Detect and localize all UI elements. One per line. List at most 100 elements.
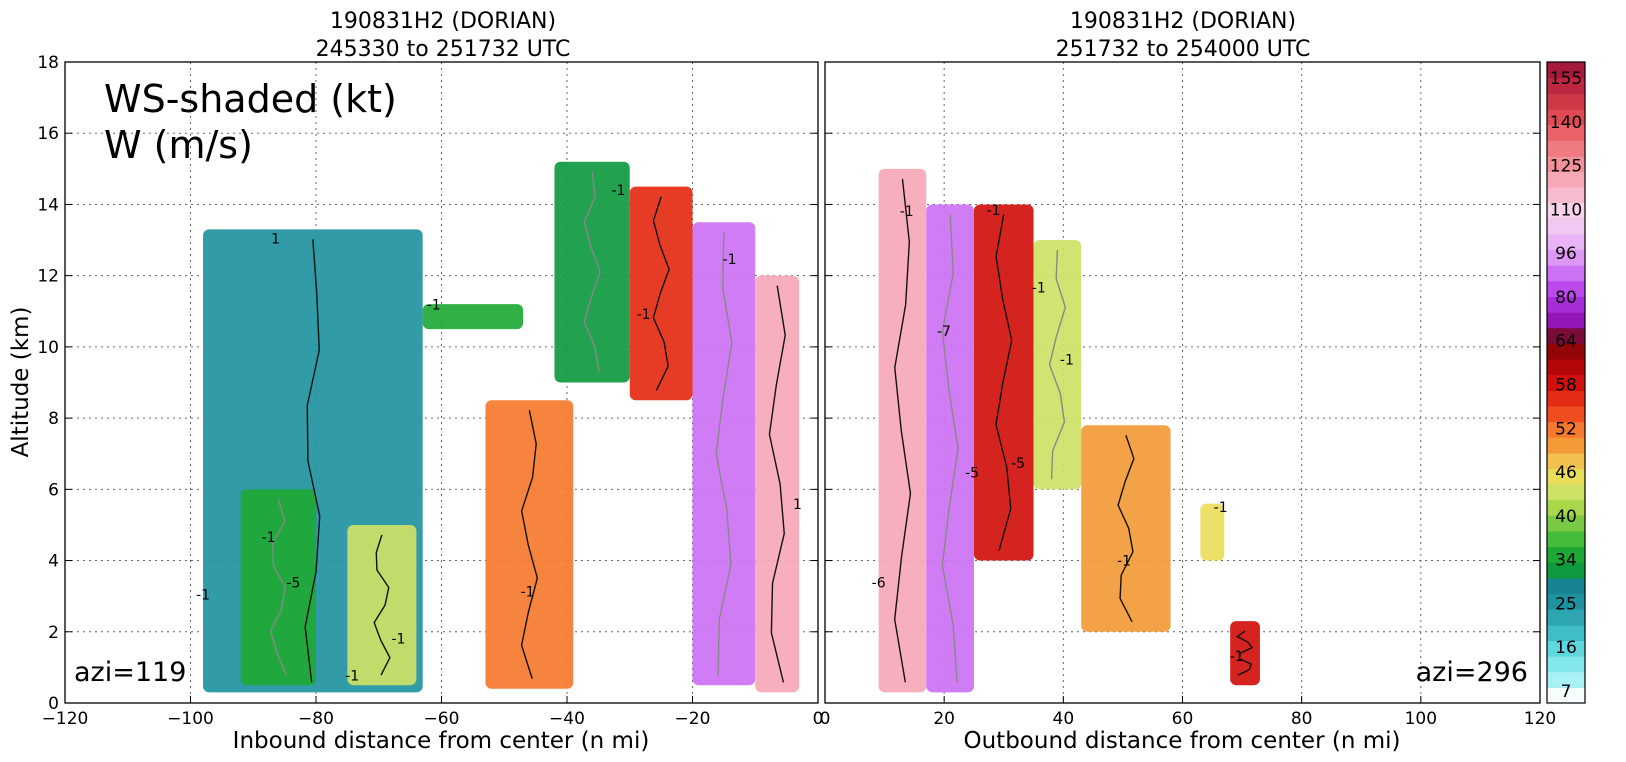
w-contour-line [768,285,786,683]
colorbar-swatch [1547,609,1585,626]
colorbar-tick-label: 25 [1555,594,1577,614]
y-tick-label: 12 [37,267,59,287]
colorbar-swatch [1547,359,1585,376]
ws-shaded-region [1200,503,1225,561]
y-tick-label: 8 [48,409,59,429]
colorbar-tick-label: 40 [1555,507,1577,527]
contour-label: -5 [286,575,300,591]
colorbar-tick-label: 7 [1561,682,1572,702]
contour-label: -1 [262,530,276,546]
contour-label: -1 [427,297,441,313]
right-title-line1: 190831H2 (DORIAN) [1070,9,1296,34]
contour-label: -1 [1032,280,1046,296]
colorbar-tick-label: 140 [1550,113,1582,133]
w-contour-line [893,178,912,683]
x-tick-label: 0 [813,709,824,729]
colorbar-swatch [1547,108,1585,126]
left-title-line2: 245330 to 251732 UTC [316,37,571,62]
contour-label: -1 [987,203,1001,219]
colorbar-swatch [1547,624,1585,641]
colorbar-swatch [1547,280,1585,298]
colorbar-tick-label: 16 [1555,638,1577,658]
x-tick-label: 40 [1053,709,1075,729]
colorbar-swatch [1547,452,1585,469]
x-tick-label: 100 [1405,709,1437,729]
shading-annotation: WS-shaded (kt) [104,77,397,121]
contour-label: -1 [1117,554,1131,570]
colorbar-swatch [1547,562,1585,579]
colorbar-swatch [1547,515,1585,532]
ws-shaded-region [240,489,316,686]
colorbar-swatch [1547,155,1585,172]
y-axis-label: Altitude (km) [8,307,34,458]
colorbar-swatch [1547,687,1585,704]
ws-shaded-region [554,161,630,383]
colorbar-swatch [1547,312,1585,329]
colorbar-swatch [1547,405,1585,423]
ws-shaded-region [1033,240,1082,490]
colorbar-swatch [1547,374,1585,391]
colorbar-swatch [1547,233,1585,251]
ws-shaded-region [926,204,974,693]
colorbar-tick-label: 58 [1555,376,1577,396]
right-panel-shading [878,168,1260,693]
y-tick-label: 18 [37,53,59,73]
contour-label: 1 [793,497,802,513]
contour-label: 1 [271,231,280,247]
contour-annotation: W (m/s) [104,123,253,167]
contour-label: -1 [345,668,359,684]
colorbar-swatch [1547,296,1585,313]
contour-label: -1 [391,632,405,648]
left-azimuth-label: azi=119 [74,657,186,688]
x-tick-label: 0 [820,709,831,729]
left-panel-shading [203,161,800,693]
y-tick-label: 14 [37,195,59,215]
left-xlabel: Inbound distance from center (n mi) [233,728,650,754]
colorbar-swatch [1547,327,1585,344]
contour-label: -1 [900,204,914,220]
contour-label: -1 [1214,500,1228,516]
right-panel: -6 -7 -5 -1 -1 -1 -1 -1 -5 -1 -1 0 20 40 60 80 100 120 [820,61,1556,729]
colorbar-swatch [1547,202,1585,219]
colorbar-swatch [1547,656,1585,673]
colorbar-swatch [1547,93,1585,110]
colorbar-swatch [1547,484,1585,501]
y-tick-label: 0 [48,694,59,714]
colorbar-tick-label: 46 [1555,463,1577,483]
x-tick-label: −20 [675,709,711,729]
w-contour-line [1235,630,1254,676]
colorbar-tick-label: 125 [1550,157,1582,177]
colorbar-swatch [1547,187,1585,204]
x-tick-label: −120 [42,709,89,729]
colorbar-swatch [1547,218,1585,235]
w-contour-line [1048,250,1067,480]
y-tick-label: 4 [48,552,59,572]
colorbar: 155 140 125 110 96 80 64 58 52 46 40 34 25 16 7 [1546,61,1586,704]
colorbar-swatch [1547,265,1585,282]
y-tick-label: 6 [48,480,59,500]
colorbar-swatch [1547,593,1585,610]
colorbar-swatch [1547,546,1585,563]
colorbar-swatch [1547,62,1585,79]
colorbar-tick-label: 96 [1555,244,1577,264]
w-contour-line [304,239,321,683]
w-contour-line [941,214,959,683]
ws-shaded-region [422,304,524,330]
ws-shaded-region [347,524,417,686]
w-contour-line [520,410,539,679]
x-tick-label: 120 [1524,709,1556,729]
ws-shaded-region [485,400,574,689]
colorbar-tick-label: 34 [1555,551,1577,571]
colorbar-swatch [1547,343,1585,360]
colorbar-tick-label: 64 [1555,332,1577,352]
x-tick-label: −60 [424,709,460,729]
w-contour-line [995,214,1013,551]
left-panel-contours: -1 -1 -1 -1 -1 -1 -1 -1 1 1 -5 -1 [196,171,802,684]
ws-shaded-region [973,204,1034,561]
ws-shaded-region [878,168,927,693]
w-contour-line [583,171,601,373]
colorbar-swatch [1547,77,1585,94]
ws-shaded-region [629,186,693,401]
x-tick-label: −40 [549,709,585,729]
colorbar-swatch [1547,140,1585,157]
